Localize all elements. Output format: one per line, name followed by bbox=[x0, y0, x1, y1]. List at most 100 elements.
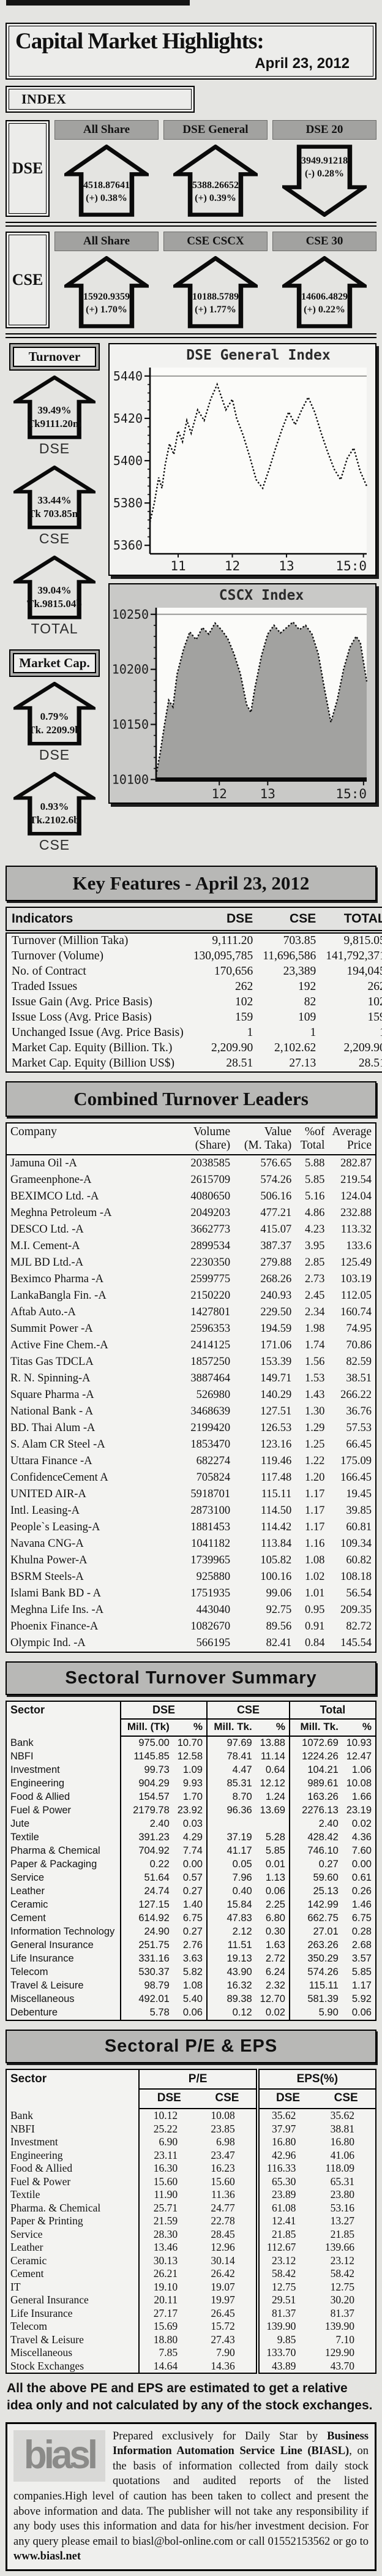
sectoral-pe-eps-title: Sectoral P/E & EPS bbox=[6, 2029, 376, 2063]
pe-cse-cell: 24.77 bbox=[211, 2201, 235, 2214]
index-section-label: INDEX bbox=[6, 85, 195, 113]
table-row: Fuel & Power 15.60 15.60 65.30 65.31 bbox=[6, 2175, 376, 2188]
pe-cse-cell: 30.14 bbox=[211, 2254, 235, 2267]
dse-pct-cell: 5.82 bbox=[182, 1966, 203, 1978]
total-value-cell: 262 bbox=[367, 980, 382, 994]
value-cell: 119.46 bbox=[261, 1454, 292, 1467]
divider bbox=[6, 333, 376, 338]
table-row: Intl. Leasing-A 2873100 114.50 1.17 39.8… bbox=[6, 1503, 376, 1519]
table-subheader-row: DSE CSE DSE CSE bbox=[6, 2088, 376, 2109]
sector-cell: Engineering bbox=[10, 2148, 63, 2161]
table-row: S. Alam CR Steel -A 1853470 123.16 1.25 … bbox=[6, 1437, 376, 1453]
eps-dse-cell: 23.89 bbox=[255, 2188, 317, 2202]
cse-pct-cell: 2.25 bbox=[265, 1899, 285, 1911]
sector-cell: Textile bbox=[10, 2188, 40, 2201]
indicator-cell: No. of Contract bbox=[12, 965, 86, 978]
table-row: Uttara Finance -A 682274 119.46 1.22 175… bbox=[6, 1453, 376, 1470]
svg-text:5420: 5420 bbox=[113, 411, 143, 426]
dse-mill-cell: 5.78 bbox=[119, 2006, 173, 2020]
cse-value-cell: 1 bbox=[310, 1026, 316, 1040]
avg-price-cell: 74.95 bbox=[346, 1322, 372, 1335]
arrow-value: 0.93% bbox=[40, 801, 69, 813]
arrow-change: Tk 703.85m bbox=[28, 508, 81, 520]
eps-dse-cell: 37.97 bbox=[255, 2122, 317, 2136]
total-mill-cell: 0.27 bbox=[288, 1857, 342, 1872]
table-row: BSRM Steels-A 925880 100.16 1.02 108.18 bbox=[6, 1569, 376, 1585]
table-row: Leather 24.74 0.27 0.40 0.06 25.13 0.26 bbox=[6, 1884, 376, 1898]
volume-cell: 2599775 bbox=[190, 1272, 231, 1285]
up-arrow-icon: 14606.4829 (+) 0.22% bbox=[282, 255, 367, 328]
avg-price-cell: 160.74 bbox=[340, 1305, 372, 1318]
pe-cse-cell: 15.60 bbox=[211, 2175, 235, 2188]
sector-cell: Paper & Packaging bbox=[10, 1859, 97, 1870]
volume-cell: 2049203 bbox=[190, 1206, 231, 1219]
value-cell: 387.37 bbox=[260, 1239, 292, 1252]
value-cell: 576.65 bbox=[260, 1157, 292, 1169]
volume-cell: 526980 bbox=[196, 1388, 231, 1401]
value-cell: 194.59 bbox=[260, 1322, 292, 1335]
dse-pct-cell: 0.57 bbox=[182, 1872, 203, 1884]
cse-mill-cell: 15.84 bbox=[206, 1898, 256, 1912]
eps-dse-cell: 12.41 bbox=[255, 2214, 317, 2228]
column-header: Sector bbox=[10, 2072, 47, 2085]
total-pct-cell: 5.85 bbox=[351, 1966, 372, 1978]
cse-pct-cell: 6.80 bbox=[265, 1913, 285, 1924]
cse-mill-cell: 0.40 bbox=[206, 1884, 256, 1898]
total-pct-cell: 0.06 bbox=[351, 2007, 372, 2019]
table-row: Miscellaneous 7.85 7.90 133.70 129.90 bbox=[6, 2346, 376, 2360]
table-row: Service 28.30 28.45 21.85 21.85 bbox=[6, 2227, 376, 2241]
total-mill-cell: 2.40 bbox=[288, 1817, 342, 1831]
column-header: Volume (Share) bbox=[165, 1122, 234, 1155]
dse-pct-cell: 3.63 bbox=[182, 1953, 203, 1965]
sector-cell: Debenture bbox=[10, 2007, 58, 2019]
volume-cell: 3662773 bbox=[190, 1223, 231, 1236]
dse-pct-cell: 0.27 bbox=[182, 1926, 203, 1938]
pe-cse-cell: 23.47 bbox=[211, 2148, 235, 2161]
table-row: Travel & Leisure 18.80 27.43 9.85 7.10 bbox=[6, 2333, 376, 2346]
table-row: Meghna Petroleum -A 2049203 477.21 4.86 … bbox=[6, 1205, 376, 1222]
column-header: Sector bbox=[10, 1703, 45, 1716]
dse-pct-cell: 2.76 bbox=[182, 1940, 203, 1951]
value-cell: 117.48 bbox=[261, 1471, 292, 1484]
eps-dse-cell: 43.89 bbox=[255, 2359, 317, 2373]
total-pct-cell: 0.61 bbox=[351, 1872, 372, 1884]
sector-cell: Fuel & Power bbox=[10, 2175, 71, 2188]
arrow-change: (-) 0.28% bbox=[305, 168, 344, 179]
scan-artifact-strip bbox=[6, 0, 190, 6]
eps-cse-cell: 23.12 bbox=[330, 2254, 354, 2267]
avg-price-cell: 266.22 bbox=[340, 1388, 372, 1401]
volume-cell: 2873100 bbox=[190, 1504, 231, 1517]
pct-cell: 1.17 bbox=[305, 1487, 325, 1500]
eps-dse-cell: 112.67 bbox=[255, 2240, 317, 2254]
pct-cell: 1.01 bbox=[305, 1587, 325, 1600]
company-cell: BD. Thai Alum -A bbox=[10, 1421, 96, 1434]
sector-cell: Ceramic bbox=[10, 2254, 47, 2267]
table-row: Engineering 904.29 9.93 85.31 12.12 989.… bbox=[6, 1777, 376, 1791]
company-cell: Meghna Petroleum -A bbox=[10, 1206, 112, 1219]
table-row: General Insurance 20.11 19.97 29.51 30.2… bbox=[6, 2293, 376, 2307]
sector-cell: Pharma. & Chemical bbox=[10, 2201, 101, 2214]
sector-cell: Service bbox=[10, 2227, 43, 2240]
cse-pct-cell: 1.63 bbox=[265, 1940, 285, 1951]
value-cell: 82.41 bbox=[266, 1636, 292, 1649]
volume-cell: 1427801 bbox=[190, 1305, 231, 1318]
pe-dse-cell: 26.21 bbox=[138, 2267, 199, 2281]
arrow-value: 14606.4829 bbox=[301, 291, 348, 302]
table-row: Khulna Power-A 1739965 105.82 1.08 60.82 bbox=[6, 1552, 376, 1569]
arrow-change: Tk.9815.04b bbox=[27, 598, 82, 610]
volume-cell: 2150220 bbox=[190, 1289, 231, 1302]
up-arrow-icon: 0.79% Tk. 2209.9b bbox=[13, 681, 96, 746]
total-pct-cell: 3.57 bbox=[351, 1953, 372, 1965]
company-cell: Phoenix Finance-A bbox=[10, 1620, 99, 1633]
pct-cell: 2.34 bbox=[305, 1305, 325, 1318]
eps-dse-cell: 58.42 bbox=[255, 2267, 317, 2281]
dse-value-cell: 262 bbox=[234, 980, 253, 994]
footer-disclaimer-box: biasl Prepared exclusively for Daily Sta… bbox=[6, 2422, 376, 2571]
avg-price-cell: 82.72 bbox=[346, 1620, 372, 1633]
table-row: No. of Contract 170,656 23,389 194,045 bbox=[6, 964, 382, 980]
key-features-table: Indicators DSE CSE TOTAL Turnover (Milli… bbox=[6, 906, 382, 1073]
arrow-change: Tk.2102.6b bbox=[29, 814, 80, 826]
svg-text:10150: 10150 bbox=[112, 717, 149, 731]
arrow-value: 5388.26652 bbox=[192, 179, 239, 191]
volume-cell: 5918701 bbox=[190, 1487, 231, 1500]
